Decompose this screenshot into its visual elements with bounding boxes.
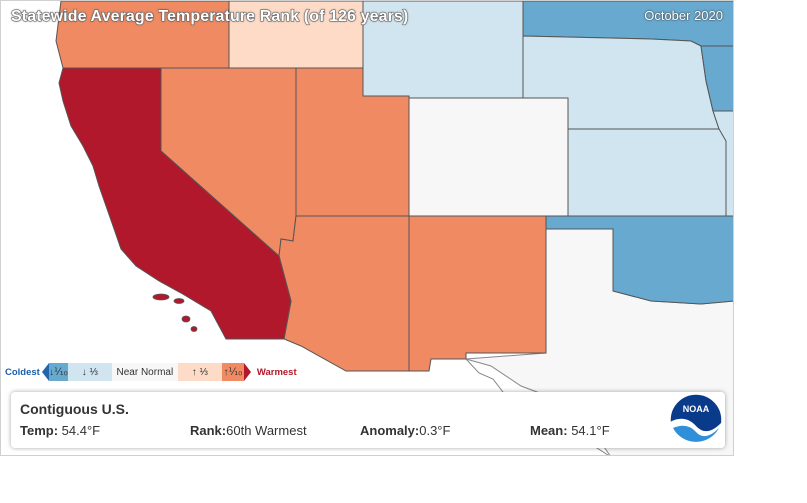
legend: Coldest ↓⅒ ↓ ⅓ Near Normal ↑ ⅓ ↑⅒ Warmes… [5,363,297,381]
island-3 [181,315,191,323]
map-frame[interactable]: Statewide Average Temperature Rank (of 1… [0,0,734,456]
state-kansas[interactable] [567,128,727,217]
state-colorado[interactable] [408,97,569,217]
rank-label: Rank: [190,423,227,438]
temp-label: Temp: [20,423,59,438]
mean-stat: Mean: 54.1°F [530,423,610,438]
noaa-logo-text: NOAA [683,404,710,414]
legend-warmest-label: Warmest [256,366,297,378]
temp-stat: Temp: 54.4°F [20,423,100,438]
map-title: Statewide Average Temperature Rank (of 1… [10,8,409,26]
island-2 [173,298,185,304]
region-title: Contiguous U.S. [20,401,129,417]
legend-warm-arrow-icon [243,363,251,381]
state-oklahoma[interactable] [545,215,734,305]
anomaly-value: 0.3°F [419,423,451,438]
state-map[interactable] [1,1,734,456]
temp-value: 54.4°F [61,423,101,438]
mean-value: 54.1°F [571,423,610,438]
noaa-logo-icon[interactable]: NOAA [667,392,727,448]
mean-label: Mean: [530,423,568,438]
info-panel: Contiguous U.S. Temp: 54.4°F Rank:60th W… [11,392,725,448]
state-california[interactable] [58,67,292,340]
legend-cat-above[interactable]: ↑ ⅓ [177,363,222,381]
state-new-mexico[interactable] [408,215,547,372]
rank-value: 60th Warmest [226,423,307,438]
legend-cold-arrow-icon [41,363,49,381]
map-date: October 2020 [644,8,723,23]
island-1 [152,293,170,301]
legend-cat-coldest[interactable]: ↓⅒ [48,363,68,381]
island-4 [190,326,198,332]
legend-cat-below[interactable]: ↓ ⅓ [67,363,112,381]
anomaly-stat: Anomaly:0.3°F [360,423,450,438]
legend-coldest-label: Coldest [5,366,40,378]
rank-stat: Rank:60th Warmest [190,423,307,438]
legend-cat-normal[interactable]: Near Normal [111,363,178,381]
legend-cat-warmest[interactable]: ↑⅒ [221,363,244,381]
anomaly-label: Anomaly: [360,423,420,438]
